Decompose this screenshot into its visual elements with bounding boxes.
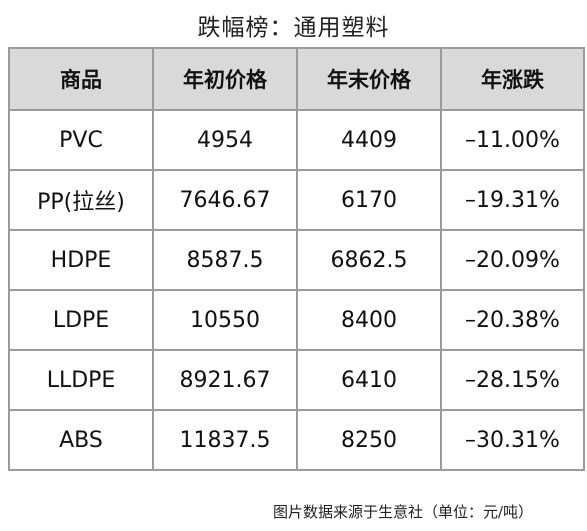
table-row: PVC 4954 4409 –11.00% [8, 109, 585, 171]
cell-start-price: 11837.5 [152, 409, 298, 471]
table-row: HDPE 8587.5 6862.5 –20.09% [8, 229, 585, 291]
cell-start-price: 8587.5 [152, 229, 298, 291]
cell-annual-change: –19.31% [440, 169, 585, 231]
table-header-row: 商品 年初价格 年末价格 年涨跌 [8, 47, 585, 111]
cell-end-price: 6410 [296, 349, 442, 411]
chart-title: 跌幅榜：通用塑料 [197, 15, 390, 41]
cell-annual-change: –28.15% [440, 349, 585, 411]
cell-start-price: 8921.67 [152, 349, 298, 411]
cell-commodity: LDPE [8, 289, 154, 351]
column-header-annual-change: 年涨跌 [440, 47, 585, 111]
price-change-table: 商品 年初价格 年末价格 年涨跌 PVC 4954 4409 –11.00% P… [8, 47, 585, 471]
cell-end-price: 4409 [296, 109, 442, 171]
table-row: ABS 11837.5 8250 –30.31% [8, 409, 585, 471]
cell-commodity: ABS [8, 409, 154, 471]
cell-end-price: 6862.5 [296, 229, 442, 291]
column-header-start-price: 年初价格 [152, 47, 298, 111]
cell-end-price: 6170 [296, 169, 442, 231]
cell-start-price: 10550 [152, 289, 298, 351]
table-row: LDPE 10550 8400 –20.38% [8, 289, 585, 351]
cell-end-price: 8250 [296, 409, 442, 471]
cell-annual-change: –20.09% [440, 229, 585, 291]
cell-annual-change: –30.31% [440, 409, 585, 471]
table-row: LLDPE 8921.67 6410 –28.15% [8, 349, 585, 411]
column-header-commodity: 商品 [8, 47, 154, 111]
source-note: 图片数据来源于生意社（单位：元/吨） [272, 503, 533, 521]
table-row: PP(拉丝) 7646.67 6170 –19.31% [8, 169, 585, 231]
cell-start-price: 7646.67 [152, 169, 298, 231]
cell-commodity: HDPE [8, 229, 154, 291]
cell-commodity: LLDPE [8, 349, 154, 411]
column-header-end-price: 年末价格 [296, 47, 442, 111]
cell-commodity: PVC [8, 109, 154, 171]
cell-annual-change: –20.38% [440, 289, 585, 351]
cell-start-price: 4954 [152, 109, 298, 171]
cell-commodity: PP(拉丝) [8, 169, 154, 231]
cell-end-price: 8400 [296, 289, 442, 351]
cell-annual-change: –11.00% [440, 109, 585, 171]
